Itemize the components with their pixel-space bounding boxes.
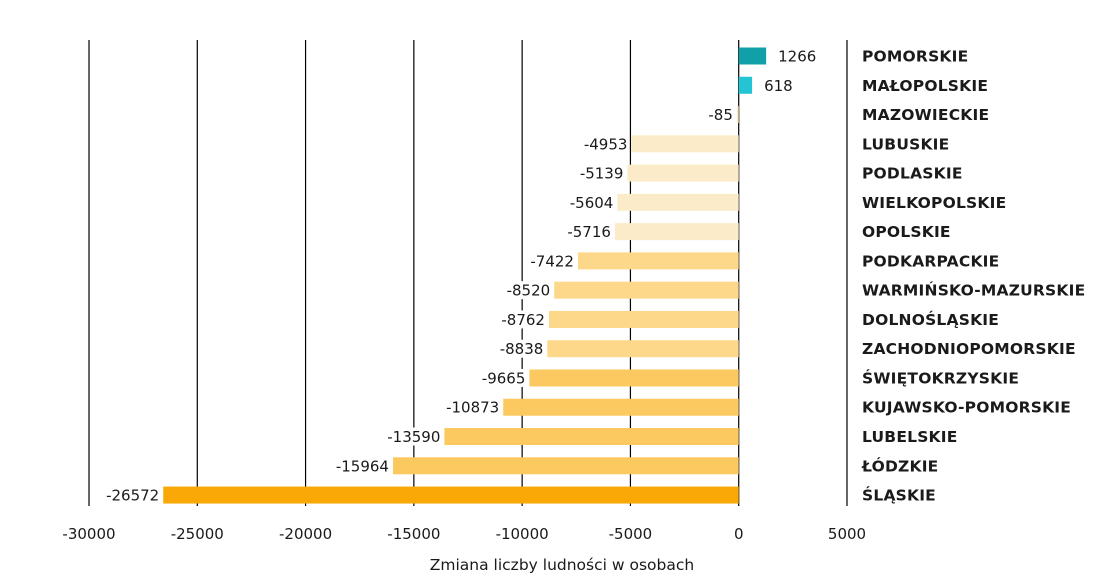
category-label: POMORSKIE [862, 48, 968, 66]
value-label: -5604 [570, 194, 614, 212]
value-label-backdrop [331, 456, 391, 475]
bar [529, 369, 739, 387]
x-tick-label: -30000 [62, 525, 115, 543]
x-axis-title: Zmiana liczby ludności w osobach [430, 556, 694, 574]
bar [392, 457, 739, 475]
value-label: -85 [708, 106, 733, 124]
category-label: KUJAWSKO-POMORSKIE [862, 399, 1071, 417]
value-label-backdrop [562, 222, 613, 241]
category-label: PODKARPACKIE [862, 252, 999, 270]
category-label: WIELKOPOLSKIE [862, 194, 1006, 212]
category-label: ŁÓDZKIE [861, 456, 938, 475]
bar [617, 193, 739, 211]
bars [163, 47, 767, 504]
bar [503, 398, 739, 416]
x-tick-label: -15000 [387, 525, 440, 543]
bar [577, 252, 739, 270]
bar [738, 76, 753, 94]
value-label-backdrop [776, 47, 817, 65]
x-tick-label: -10000 [496, 525, 549, 543]
value-label: 618 [764, 77, 793, 95]
bar [614, 223, 739, 241]
bar [163, 486, 739, 504]
value-label-backdrop [496, 310, 547, 329]
x-tick-label: 0 [734, 525, 744, 543]
value-label: -26572 [106, 487, 159, 505]
x-tick-labels: -30000 -25000 -20000 -15000 -10000 -5000 0 5000 [62, 525, 866, 543]
category-label: WARMIŃSKO-MAZURSKIE [862, 281, 1085, 300]
value-label-backdrop [442, 398, 502, 417]
category-label: PODLASKIE [862, 165, 963, 183]
bar [738, 47, 767, 65]
value-label-backdrop [525, 251, 576, 270]
category-label: OPOLSKIE [862, 223, 951, 241]
category-label: ZACHODNIOPOMORSKIE [862, 340, 1076, 358]
value-labels: 1266 618 -85 -4953 -5139 -5604 -5716 -7422 -8520… [102, 47, 817, 505]
x-tick-label: 5000 [828, 525, 866, 543]
category-labels: POMORSKIE MAŁOPOLSKIE MAZOWIECKIE LUBUSKIE P… [861, 48, 1085, 505]
x-tick-label: -25000 [171, 525, 224, 543]
category-label: ŚWIĘTOKRZYSKIE [862, 368, 1019, 387]
value-label-backdrop [477, 368, 528, 387]
value-label: -15964 [336, 457, 389, 475]
value-label-backdrop [575, 164, 626, 183]
value-label-backdrop [762, 76, 794, 95]
bar [554, 281, 739, 299]
value-label: -10873 [446, 399, 499, 417]
value-label-backdrop [565, 193, 616, 212]
category-label: LUBUSKIE [862, 135, 949, 153]
category-label: MAZOWIECKIE [862, 106, 989, 124]
value-label: -13590 [387, 428, 440, 446]
value-label-backdrop [495, 339, 546, 358]
value-label-backdrop [102, 486, 162, 505]
value-label-backdrop [383, 427, 443, 446]
x-tick-label: -5000 [609, 525, 653, 543]
value-label: -8520 [507, 282, 551, 300]
bar [627, 164, 739, 182]
bar [631, 135, 739, 153]
value-label-backdrop [502, 281, 553, 300]
category-label: MAŁOPOLSKIE [862, 77, 988, 95]
category-label: DOLNOŚLĄSKIE [862, 310, 999, 329]
bar [736, 106, 739, 124]
bar [548, 310, 739, 328]
value-label: -7422 [530, 252, 574, 270]
category-label: LUBELSKIE [862, 428, 958, 446]
value-label: -5716 [567, 223, 611, 241]
value-label-backdrop [579, 134, 630, 153]
bar [444, 428, 739, 446]
value-label: -9665 [482, 369, 526, 387]
value-label-backdrop [703, 105, 735, 124]
category-label: ŚLĄSKIE [862, 486, 936, 505]
bar [547, 340, 739, 358]
value-label: -4953 [584, 135, 628, 153]
value-label: 1266 [778, 48, 816, 66]
x-tick-label: -20000 [279, 525, 332, 543]
value-label: -5139 [580, 165, 624, 183]
value-label: -8838 [500, 340, 544, 358]
value-label: -8762 [501, 311, 545, 329]
